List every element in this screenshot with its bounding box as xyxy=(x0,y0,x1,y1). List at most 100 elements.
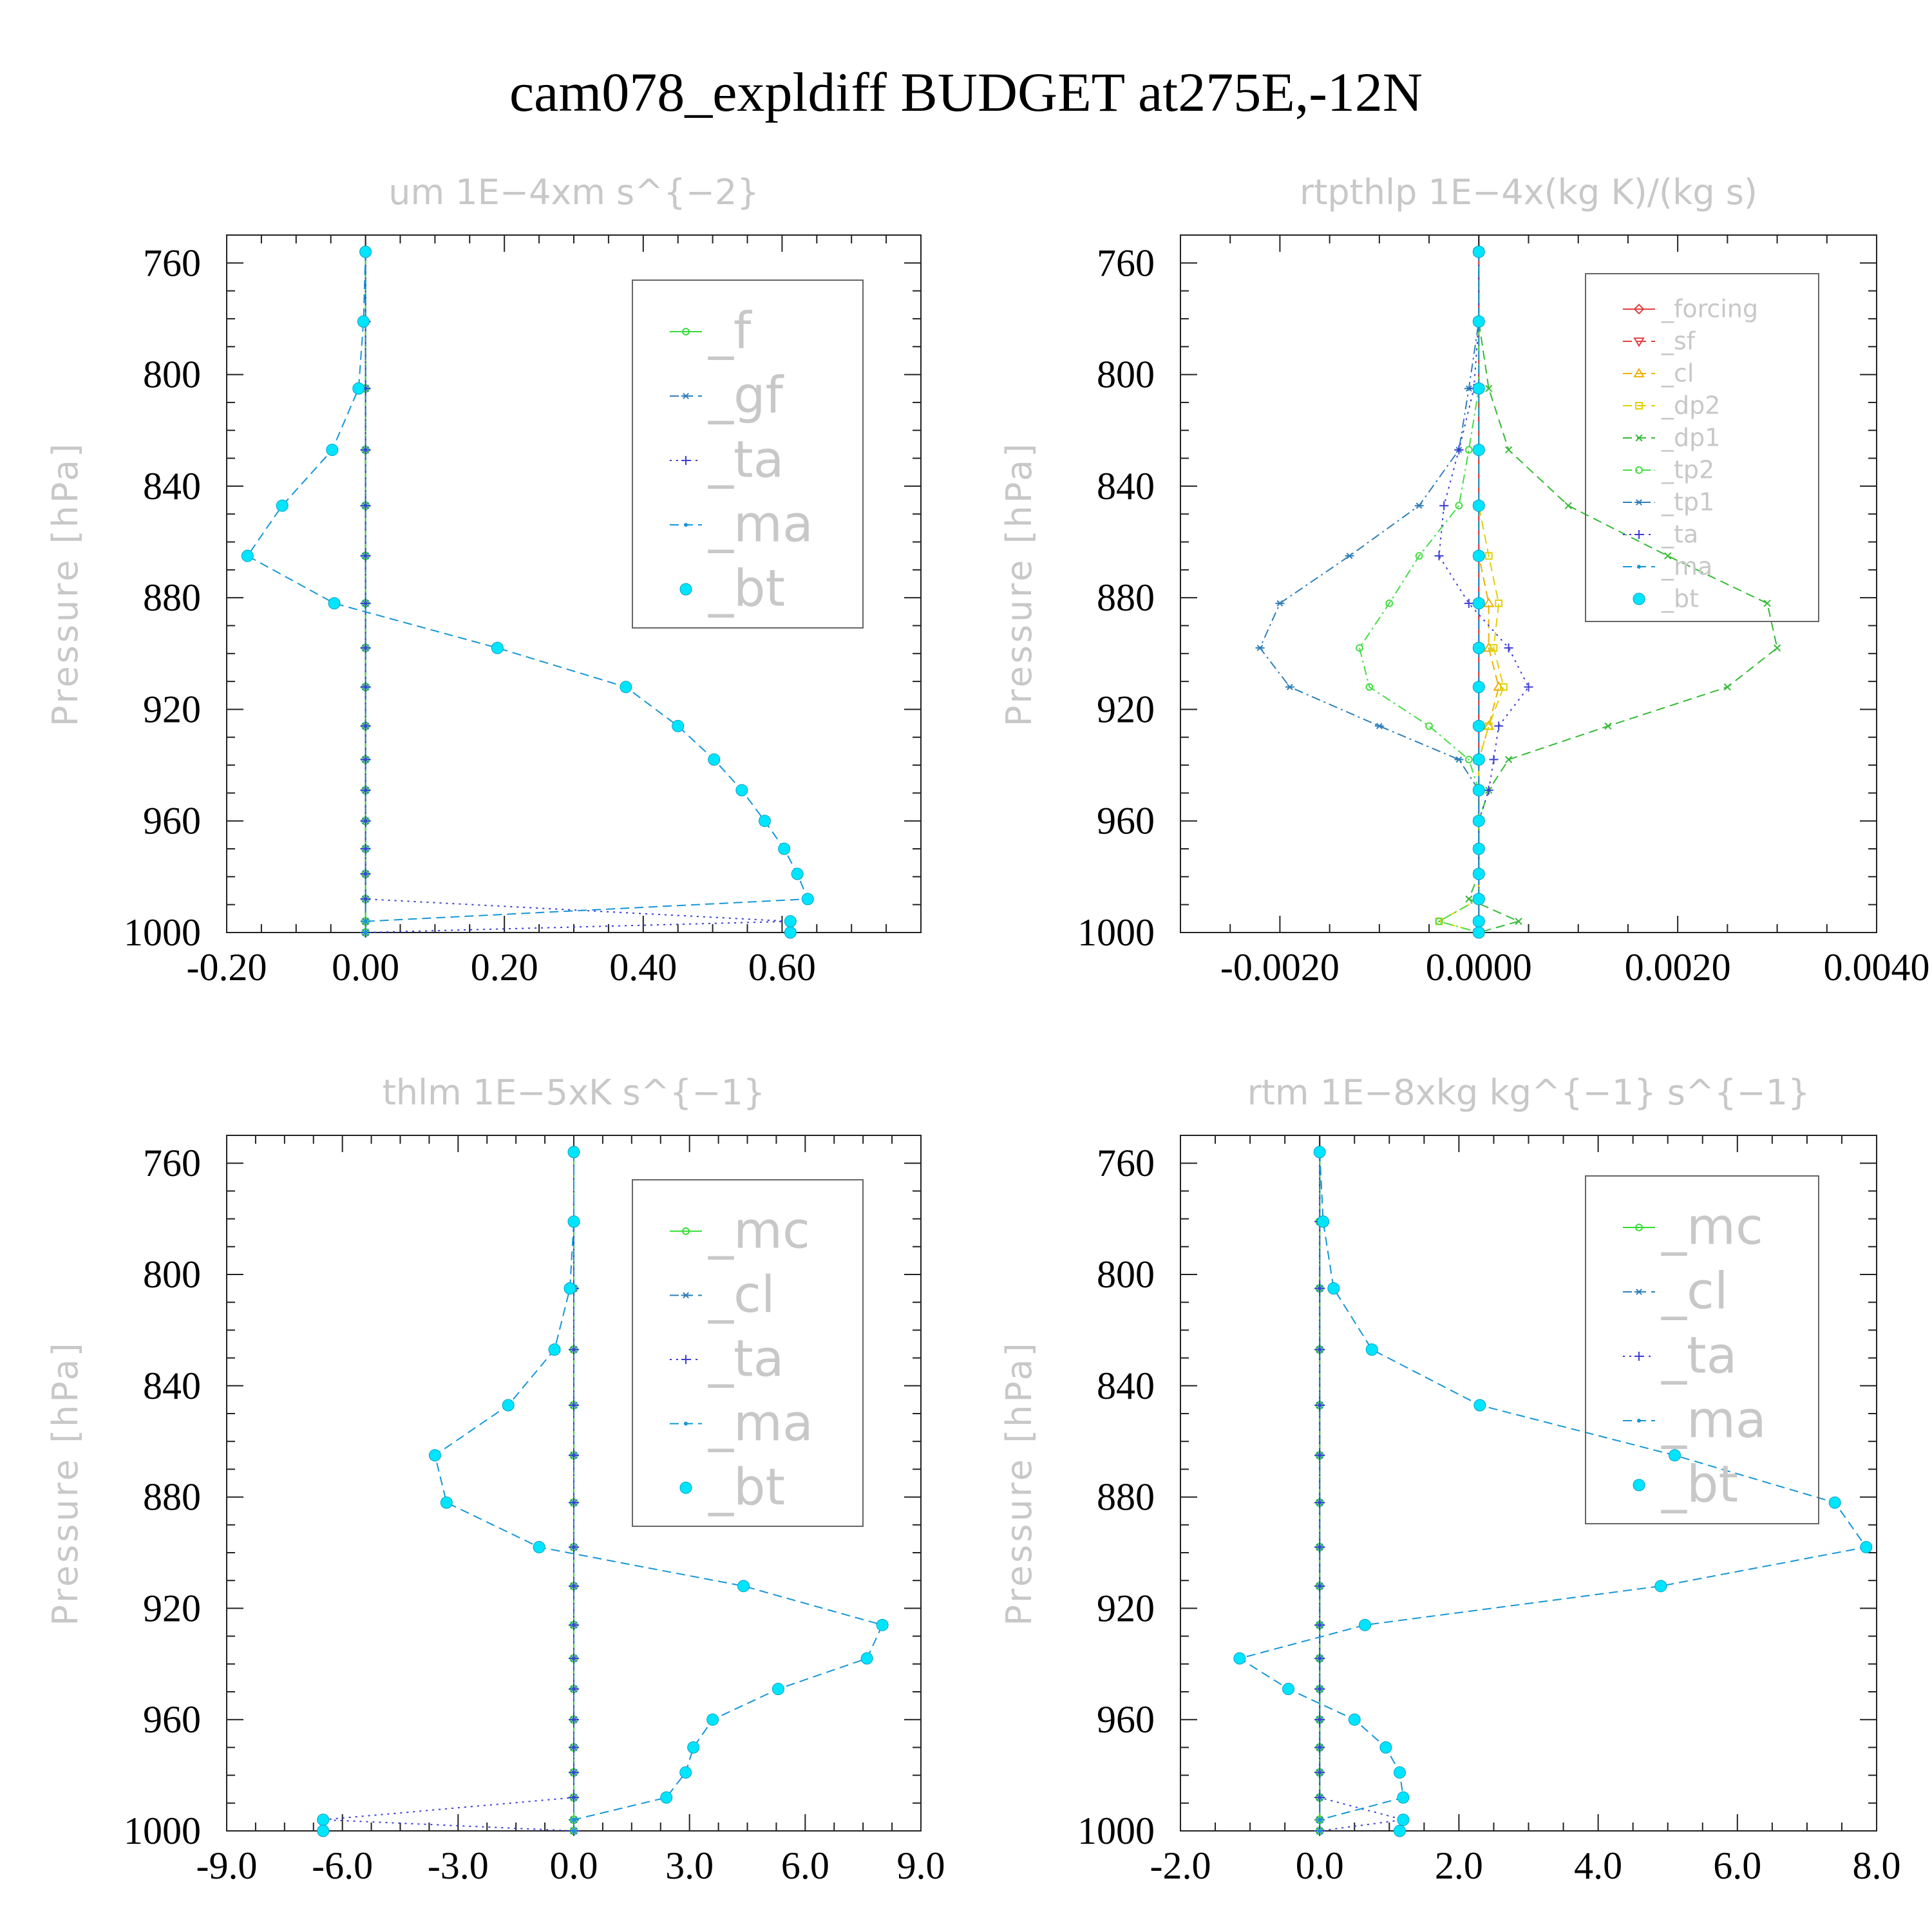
legend-label: _mc xyxy=(1661,1198,1763,1256)
series-line xyxy=(434,1151,884,1831)
legend-label: _cl xyxy=(1661,359,1694,388)
data-point xyxy=(1255,645,1265,652)
legend-label: _mc xyxy=(708,1202,810,1260)
data-point xyxy=(1465,895,1473,903)
legend-label: _ta xyxy=(708,431,784,489)
legend-label: _sf xyxy=(1661,327,1696,355)
y-axis-label: Pressure [hPa] xyxy=(45,441,86,726)
data-point xyxy=(1464,755,1473,764)
chart-panel-4: -2.0 0.0 2.0 4.0 6.0 8.0 760 800 840 880 920 960 100… xyxy=(999,1072,1901,1887)
data-point xyxy=(1365,683,1374,691)
y-tick-label: 1000 xyxy=(1077,1810,1155,1852)
data-point xyxy=(1374,723,1384,730)
data-point xyxy=(1314,1742,1325,1753)
data-point xyxy=(1472,893,1485,905)
legend-label: _bt xyxy=(1661,1456,1738,1514)
legend-marker xyxy=(684,1421,688,1426)
legend-marker xyxy=(1634,1289,1643,1295)
data-point xyxy=(1472,867,1485,880)
data-point xyxy=(1763,600,1771,607)
data-point xyxy=(328,597,341,610)
series-tp1 xyxy=(1255,249,1484,936)
legend-box xyxy=(1585,1175,1819,1524)
data-point xyxy=(363,931,368,934)
x-tick-label: 0.0020 xyxy=(1625,946,1731,989)
y-tick-label: 880 xyxy=(1097,576,1155,619)
y-tick-label: 880 xyxy=(143,1476,201,1519)
x-tick-label: 9.0 xyxy=(897,1844,945,1887)
data-point xyxy=(548,1343,561,1356)
data-point xyxy=(360,721,371,732)
data-point xyxy=(1604,722,1612,730)
data-point xyxy=(1515,918,1522,925)
legend-marker xyxy=(681,1292,690,1299)
data-point xyxy=(1233,1652,1246,1665)
series-bt xyxy=(241,245,814,939)
panel-title: thlm 1E−5xK s^{−1} xyxy=(383,1072,765,1113)
data-point xyxy=(1669,1449,1681,1462)
series-line xyxy=(1468,252,1778,933)
legend-marker xyxy=(679,1481,692,1494)
data-point xyxy=(1860,1540,1873,1553)
x-tick-label: 2.0 xyxy=(1435,1844,1483,1887)
data-point xyxy=(360,754,371,765)
data-point xyxy=(1318,1829,1322,1833)
x-tick-label: -6.0 xyxy=(312,1844,373,1887)
data-point xyxy=(679,1766,692,1779)
y-tick-label: 960 xyxy=(143,800,201,842)
data-point xyxy=(360,785,371,796)
data-point xyxy=(1472,842,1485,855)
legend-label: _ta xyxy=(708,1331,784,1388)
series-bt xyxy=(1233,1146,1873,1837)
data-point xyxy=(567,1146,580,1159)
y-tick-label: 840 xyxy=(1097,465,1155,507)
data-point xyxy=(708,753,721,766)
data-point xyxy=(1394,1766,1406,1779)
data-point xyxy=(1472,245,1485,258)
data-point xyxy=(572,1817,576,1822)
x-tick-label: 0.60 xyxy=(748,946,816,989)
data-point xyxy=(1472,753,1485,766)
y-tick-label: 800 xyxy=(143,1253,201,1296)
data-point xyxy=(1472,549,1485,562)
legend-label: _forcing xyxy=(1661,295,1758,323)
panel-title: rtm 1E−8xkg kg^{−1} s^{−1} xyxy=(1247,1072,1810,1113)
series-line xyxy=(246,251,809,933)
x-tick-label: 0.0 xyxy=(550,1844,598,1887)
data-point xyxy=(1564,502,1572,509)
legend-label: _ta xyxy=(1661,520,1698,549)
legend-label: _ma xyxy=(1661,1392,1766,1450)
data-point xyxy=(1454,756,1464,763)
data-point xyxy=(1314,1283,1325,1294)
data-point xyxy=(1472,815,1485,828)
legend-marker xyxy=(1633,368,1645,377)
series-line xyxy=(323,1151,574,1832)
legend-marker xyxy=(1633,303,1645,315)
data-point xyxy=(352,382,365,395)
y-tick-label: 800 xyxy=(1097,1253,1155,1296)
series-ma xyxy=(433,1150,885,1833)
legend-marker xyxy=(1633,337,1645,347)
legend-label: _dp2 xyxy=(1661,392,1720,420)
x-tick-label: 0.40 xyxy=(609,946,677,989)
data-point xyxy=(569,1580,579,1591)
data-point xyxy=(1435,917,1443,925)
data-point xyxy=(1314,1580,1325,1591)
legend-marker xyxy=(1635,402,1643,410)
x-tick-label: 0.20 xyxy=(471,946,538,989)
x-tick-label: 3.0 xyxy=(665,1844,714,1887)
data-point xyxy=(772,1683,784,1696)
data-point xyxy=(569,1620,579,1631)
data-point xyxy=(758,815,771,828)
data-point xyxy=(428,1449,441,1462)
legend-marker xyxy=(1637,1419,1641,1423)
y-axis-label: Pressure [hPa] xyxy=(999,441,1039,726)
data-point xyxy=(276,499,289,512)
data-point xyxy=(360,551,371,562)
y-tick-label: 760 xyxy=(143,1142,201,1184)
figure-title: cam078_expldiff BUDGET at275E,-12N xyxy=(509,61,1423,123)
legend-marker xyxy=(681,456,690,465)
data-point xyxy=(1490,644,1498,652)
series-bt xyxy=(1472,245,1485,939)
x-tick-label: -9.0 xyxy=(196,1844,258,1887)
